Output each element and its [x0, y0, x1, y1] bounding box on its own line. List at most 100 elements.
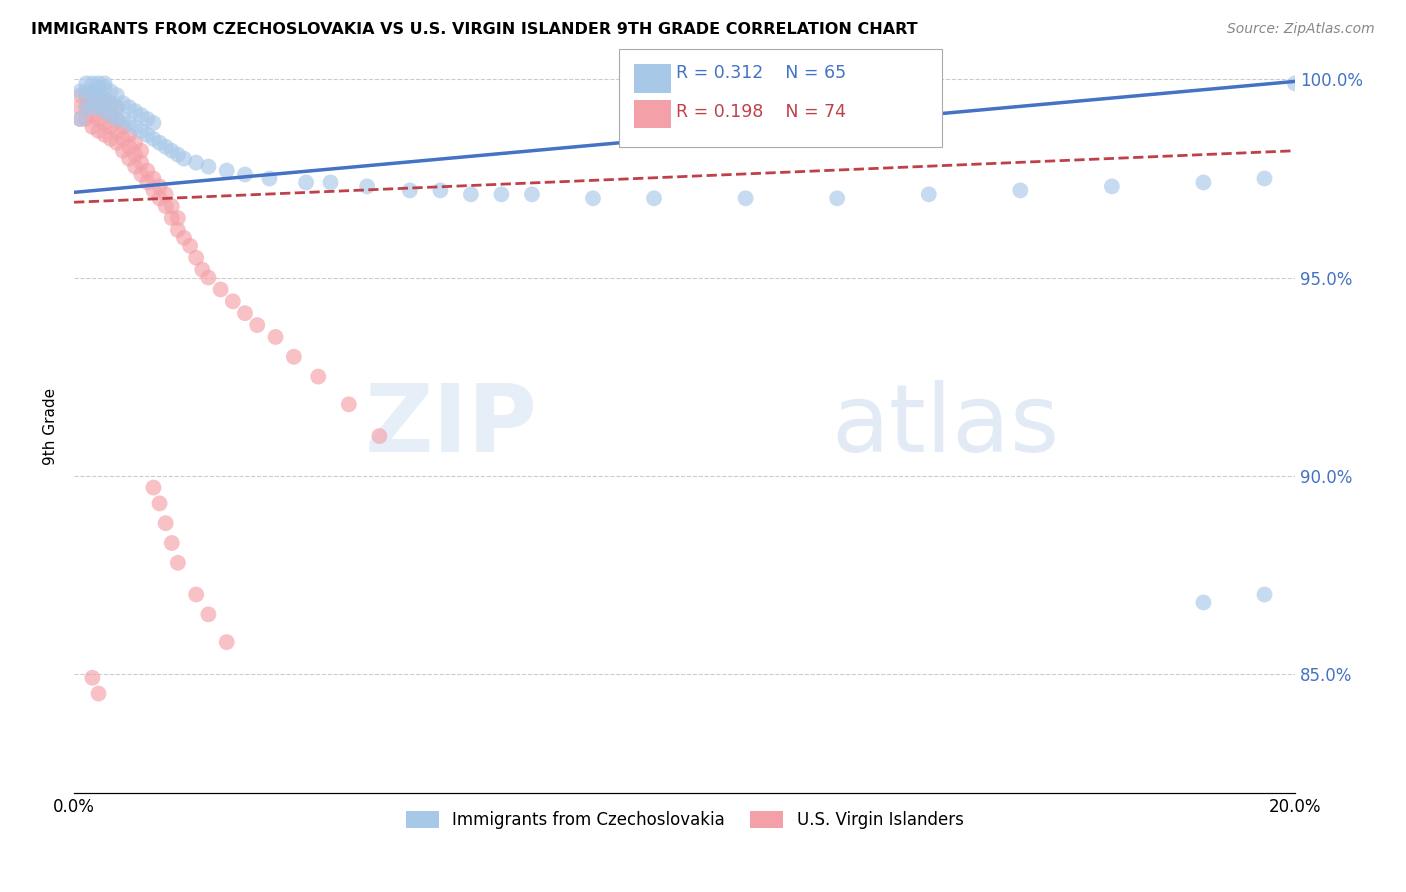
Point: [129, 155, 152, 169]
Point: [69, 112, 91, 126]
Point: [100, 108, 122, 122]
Point: [87, 80, 110, 95]
Point: [100, 84, 122, 98]
Point: [93, 128, 115, 142]
Point: [118, 152, 141, 166]
Point: [167, 556, 190, 570]
Point: [734, 191, 756, 205]
Point: [142, 132, 165, 146]
Text: R = 0.312    N = 65: R = 0.312 N = 65: [676, 64, 846, 82]
Point: [186, 251, 208, 265]
Point: [167, 223, 190, 237]
Point: [233, 168, 256, 182]
Point: [155, 516, 177, 531]
Point: [186, 155, 208, 169]
Point: [93, 116, 115, 130]
Point: [148, 136, 170, 150]
Point: [319, 176, 342, 190]
Point: [82, 96, 104, 111]
Point: [100, 96, 122, 111]
Y-axis label: 9th Grade: 9th Grade: [44, 387, 58, 465]
Point: [69, 84, 91, 98]
Point: [75, 100, 97, 114]
Point: [582, 191, 605, 205]
Point: [197, 270, 219, 285]
Point: [167, 147, 190, 161]
Point: [93, 92, 115, 106]
Point: [82, 84, 104, 98]
Point: [148, 496, 170, 510]
Point: [215, 635, 238, 649]
Point: [105, 124, 128, 138]
Point: [93, 92, 115, 106]
Point: [124, 160, 146, 174]
Point: [160, 536, 183, 550]
Point: [118, 140, 141, 154]
Point: [93, 104, 115, 119]
Point: [100, 108, 122, 122]
Text: ZIP: ZIP: [366, 380, 538, 472]
Point: [111, 132, 134, 146]
Point: [283, 350, 305, 364]
Point: [100, 120, 122, 134]
Point: [82, 671, 104, 685]
Point: [1253, 171, 1275, 186]
Point: [142, 481, 165, 495]
Point: [186, 588, 208, 602]
Point: [124, 147, 146, 161]
Point: [160, 144, 183, 158]
Point: [155, 187, 177, 202]
Point: [75, 84, 97, 98]
Point: [160, 199, 183, 213]
Point: [105, 112, 128, 126]
Point: [111, 120, 134, 134]
Point: [111, 112, 134, 126]
Point: [197, 607, 219, 622]
Point: [111, 144, 134, 158]
Point: [173, 231, 195, 245]
Text: IMMIGRANTS FROM CZECHOSLOVAKIA VS U.S. VIRGIN ISLANDER 9TH GRADE CORRELATION CHA: IMMIGRANTS FROM CZECHOSLOVAKIA VS U.S. V…: [31, 22, 918, 37]
Point: [75, 76, 97, 90]
Point: [82, 84, 104, 98]
Point: [87, 100, 110, 114]
Text: atlas: atlas: [831, 380, 1059, 472]
Point: [142, 116, 165, 130]
Point: [136, 112, 159, 126]
Point: [82, 108, 104, 122]
Text: Source: ZipAtlas.com: Source: ZipAtlas.com: [1227, 22, 1375, 37]
Point: [1101, 179, 1123, 194]
Point: [167, 211, 190, 226]
Point: [1010, 183, 1032, 197]
Point: [246, 318, 269, 332]
Point: [87, 100, 110, 114]
Point: [75, 100, 97, 114]
Point: [105, 100, 128, 114]
Point: [191, 262, 214, 277]
Point: [100, 96, 122, 111]
Point: [155, 140, 177, 154]
Point: [429, 183, 451, 197]
Point: [69, 112, 91, 126]
Point: [118, 128, 141, 142]
Point: [643, 191, 665, 205]
Point: [111, 96, 134, 111]
Point: [82, 120, 104, 134]
Point: [160, 211, 183, 226]
Point: [148, 179, 170, 194]
Point: [460, 187, 482, 202]
Point: [105, 112, 128, 126]
Point: [93, 104, 115, 119]
Point: [356, 179, 378, 194]
Point: [129, 144, 152, 158]
Point: [197, 160, 219, 174]
Point: [129, 168, 152, 182]
Point: [491, 187, 513, 202]
Point: [259, 171, 281, 186]
Point: [179, 239, 201, 253]
Point: [124, 120, 146, 134]
Point: [87, 88, 110, 103]
Point: [75, 88, 97, 103]
Point: [1284, 76, 1306, 90]
Point: [222, 294, 245, 309]
Point: [69, 100, 91, 114]
